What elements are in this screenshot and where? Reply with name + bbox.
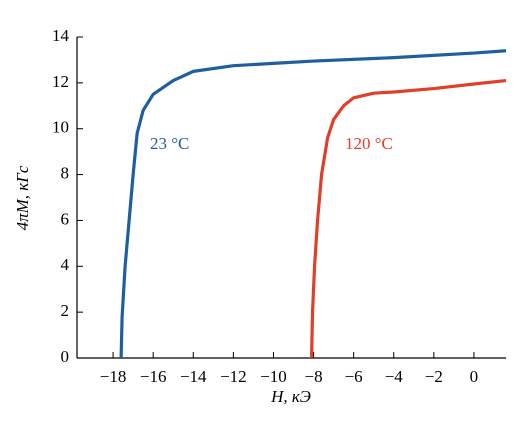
x-tick-label: −2 bbox=[425, 367, 443, 386]
y-tick-label: 8 bbox=[61, 163, 70, 182]
y-tick-label: 10 bbox=[52, 118, 69, 137]
y-tick-label: 14 bbox=[52, 26, 70, 45]
x-axis-label: H, кЭ bbox=[270, 387, 311, 406]
y-axis-label: 4πM, кГс bbox=[13, 165, 32, 230]
data-line bbox=[119, 49, 507, 359]
x-tick-label: −4 bbox=[385, 367, 404, 386]
x-tick-label: 0 bbox=[470, 367, 479, 386]
y-tick-label: 0 bbox=[61, 347, 70, 366]
y-tick-label: 12 bbox=[52, 72, 69, 91]
x-tick-label: −10 bbox=[260, 367, 287, 386]
y-tick-label: 2 bbox=[61, 301, 70, 320]
y-tick-label: 4 bbox=[61, 255, 70, 274]
series-label: 23 °C bbox=[150, 134, 189, 153]
y-tick-label: 6 bbox=[61, 209, 70, 228]
x-tick-label: −16 bbox=[140, 367, 167, 386]
x-tick-label: −6 bbox=[345, 367, 363, 386]
x-tick-label: −8 bbox=[305, 367, 323, 386]
x-tick-label: −14 bbox=[180, 367, 207, 386]
x-tick-label: −18 bbox=[100, 367, 127, 386]
series-label: 120 °C bbox=[345, 134, 393, 153]
x-tick-label: −12 bbox=[220, 367, 247, 386]
data-line bbox=[309, 78, 507, 359]
